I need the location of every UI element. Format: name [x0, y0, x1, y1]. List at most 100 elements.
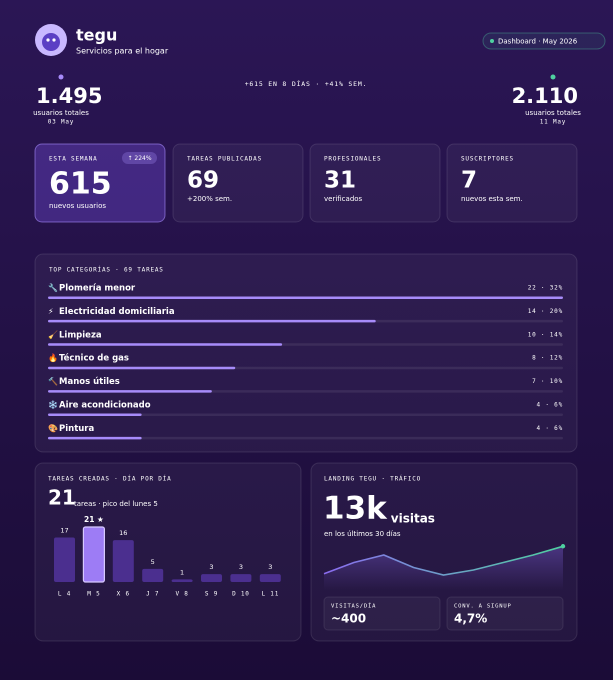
day-value-label: 5 [151, 558, 155, 566]
panel-title: TOP CATEGORÍAS · 69 TAREAS [49, 266, 164, 274]
day-value-label: 3 [239, 563, 243, 571]
category-name: Manos útiles [59, 377, 120, 387]
category-value-label: 8 · 12% [532, 355, 563, 362]
category-icon: 🔧 [48, 283, 58, 293]
kpi-card [446, 143, 578, 223]
day-axis-label: D 10 [232, 591, 250, 598]
category-bar [48, 343, 283, 346]
category-value-label: 10 · 14% [528, 331, 563, 338]
kpi-value: 615 [49, 167, 112, 202]
day-bar [171, 579, 193, 582]
category-value-label: 4 · 6% [537, 402, 563, 409]
kpi-caption: nuevos esta sem. [461, 195, 523, 203]
growth-dot [550, 74, 556, 80]
stat-box [446, 596, 564, 631]
growth-end-label: usuarios totales [525, 109, 581, 117]
growth-summary: +615 EN 8 DÍAS · +41% SEM. [245, 79, 368, 88]
growth-end-date: 11 May [540, 119, 566, 126]
traffic-area [324, 546, 563, 590]
day-value-label: 17 [60, 526, 68, 534]
kpi-badge-text: ↑ 224% [127, 155, 151, 162]
day-value-label: 16 [119, 529, 127, 537]
stat-box [323, 596, 441, 631]
daily-caption: tareas · pico del lunes 5 [74, 500, 158, 508]
badge-text: Dashboard · May 2026 [498, 38, 578, 46]
growth-dot [58, 74, 64, 80]
category-track [48, 413, 563, 416]
brand-name: tegu [76, 26, 117, 45]
panel-title: TAREAS CREADAS · DÍA POR DÍA [48, 475, 172, 483]
category-icon: 🔥 [48, 353, 58, 363]
category-track [48, 436, 563, 440]
growth-start-label: usuarios totales [33, 109, 89, 117]
daily-panel [34, 462, 302, 642]
category-bar [48, 436, 142, 440]
day-axis-label: X 6 [117, 591, 130, 598]
traffic-panel [310, 462, 578, 642]
category-name: Plomería menor [59, 284, 136, 294]
daily-total: 21 [48, 486, 76, 510]
day-bar [112, 540, 134, 582]
stat-label: CONV. A SIGNUP [454, 604, 512, 610]
category-name: Pintura [59, 424, 95, 434]
category-bar [48, 413, 142, 416]
stat-value: ~400 [331, 612, 366, 626]
kpi-label: SUSCRIPTORES [461, 156, 514, 163]
growth-start-value: 1.495 [36, 84, 102, 108]
category-bar [48, 390, 212, 393]
day-axis-label: L 11 [261, 591, 279, 598]
categories-panel [34, 253, 578, 453]
growth-arrow [517, 87, 526, 97]
kpi-card [309, 143, 441, 223]
category-name: Técnico de gas [59, 353, 129, 364]
kpi-caption: nuevos usuarios [49, 202, 106, 210]
category-icon: ❄️ [48, 400, 58, 410]
kpi-value: 7 [461, 168, 477, 194]
logo-mascot [42, 33, 60, 51]
category-value-label: 14 · 20% [528, 308, 563, 315]
header-badge [482, 32, 606, 50]
day-value-label: 3 [209, 563, 213, 571]
kpi-caption: +200% sem. [187, 195, 232, 203]
category-bar [48, 296, 563, 299]
day-bar [82, 526, 106, 583]
traffic-unit: visitas [391, 512, 435, 526]
logo-eye [52, 38, 56, 42]
category-value-label: 7 · 10% [532, 378, 563, 385]
day-value-label: 1 [180, 568, 184, 576]
tagline: Servicios para el hogar [76, 47, 169, 56]
stat-label: VISITAS/DÍA [331, 602, 376, 610]
day-axis-label: L 4 [58, 591, 71, 598]
stat-value: 4,7% [454, 612, 487, 626]
category-icon: 🔨 [48, 376, 58, 386]
day-bar [230, 574, 252, 582]
day-axis-label: S 9 [205, 591, 218, 598]
traffic-last-point [560, 544, 566, 549]
kpi-caption: verificados [324, 195, 363, 203]
day-bar [142, 568, 164, 582]
kpi-card [172, 143, 304, 223]
category-name: Limpieza [59, 330, 102, 340]
category-value-label: 22 · 32% [528, 285, 563, 292]
category-name: Aire acondicionado [59, 401, 151, 411]
category-icon: 🧹 [48, 329, 58, 339]
day-value-label: 3 [268, 563, 272, 571]
category-name: Electricidad domiciliaria [59, 307, 175, 317]
day-value-label: 21 ★ [84, 515, 104, 524]
kpi-label: TAREAS PUBLICADAS [187, 156, 262, 163]
traffic-value: 13k [323, 491, 388, 527]
kpi-badge [122, 152, 157, 164]
panel-title: LANDING TEGU · TRÁFICO [324, 476, 421, 483]
day-axis-label: J 7 [146, 591, 159, 598]
category-icon: 🎨 [48, 423, 58, 433]
category-bar [48, 366, 236, 370]
day-bar [259, 574, 281, 582]
kpi-value: 31 [324, 168, 356, 194]
growth-start-date: 03 May [48, 119, 74, 126]
kpi-label: PROFESIONALES [324, 156, 381, 163]
category-bar [48, 319, 376, 323]
traffic-line [323, 545, 564, 576]
day-bar [201, 574, 222, 582]
